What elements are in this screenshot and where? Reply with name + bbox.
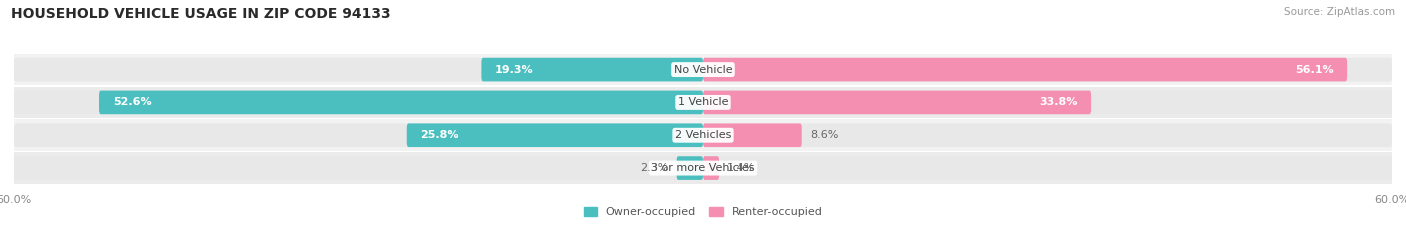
FancyBboxPatch shape bbox=[8, 152, 1398, 184]
FancyBboxPatch shape bbox=[703, 156, 1392, 180]
Text: 1 Vehicle: 1 Vehicle bbox=[678, 97, 728, 107]
FancyBboxPatch shape bbox=[703, 156, 718, 180]
FancyBboxPatch shape bbox=[703, 91, 1392, 114]
Text: 52.6%: 52.6% bbox=[112, 97, 152, 107]
Text: 19.3%: 19.3% bbox=[495, 65, 534, 75]
FancyBboxPatch shape bbox=[703, 58, 1392, 81]
Text: Source: ZipAtlas.com: Source: ZipAtlas.com bbox=[1284, 7, 1395, 17]
FancyBboxPatch shape bbox=[8, 54, 1398, 85]
Legend: Owner-occupied, Renter-occupied: Owner-occupied, Renter-occupied bbox=[583, 207, 823, 217]
FancyBboxPatch shape bbox=[703, 123, 1392, 147]
Text: 3 or more Vehicles: 3 or more Vehicles bbox=[651, 163, 755, 173]
FancyBboxPatch shape bbox=[703, 91, 1091, 114]
Text: 2 Vehicles: 2 Vehicles bbox=[675, 130, 731, 140]
Text: HOUSEHOLD VEHICLE USAGE IN ZIP CODE 94133: HOUSEHOLD VEHICLE USAGE IN ZIP CODE 9413… bbox=[11, 7, 391, 21]
Text: 2.3%: 2.3% bbox=[640, 163, 669, 173]
FancyBboxPatch shape bbox=[703, 58, 1347, 81]
FancyBboxPatch shape bbox=[676, 156, 703, 180]
Text: 8.6%: 8.6% bbox=[810, 130, 838, 140]
FancyBboxPatch shape bbox=[14, 91, 703, 114]
FancyBboxPatch shape bbox=[481, 58, 703, 81]
Text: No Vehicle: No Vehicle bbox=[673, 65, 733, 75]
FancyBboxPatch shape bbox=[8, 120, 1398, 151]
FancyBboxPatch shape bbox=[14, 156, 703, 180]
FancyBboxPatch shape bbox=[8, 87, 1398, 118]
Text: 25.8%: 25.8% bbox=[420, 130, 458, 140]
FancyBboxPatch shape bbox=[98, 91, 703, 114]
FancyBboxPatch shape bbox=[14, 123, 703, 147]
FancyBboxPatch shape bbox=[406, 123, 703, 147]
Text: 1.4%: 1.4% bbox=[727, 163, 755, 173]
FancyBboxPatch shape bbox=[14, 58, 703, 81]
Text: 33.8%: 33.8% bbox=[1039, 97, 1077, 107]
Text: 56.1%: 56.1% bbox=[1295, 65, 1333, 75]
FancyBboxPatch shape bbox=[703, 123, 801, 147]
